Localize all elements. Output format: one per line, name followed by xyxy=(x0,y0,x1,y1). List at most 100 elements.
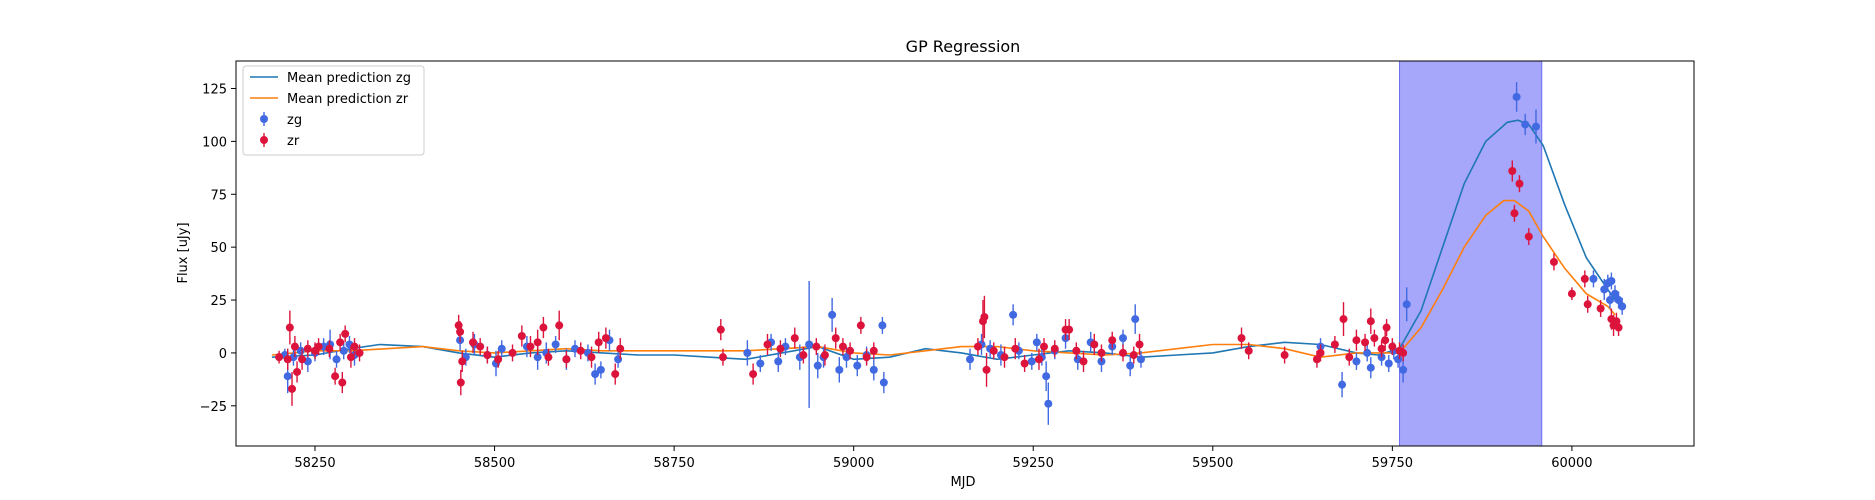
y-tick-label: 50 xyxy=(210,241,227,256)
data-point xyxy=(1605,296,1614,305)
data-point xyxy=(878,321,887,330)
data-point xyxy=(853,361,862,370)
data-point xyxy=(596,365,605,374)
data-point xyxy=(1515,179,1524,188)
x-tick-label: 58250 xyxy=(294,456,335,471)
data-point xyxy=(1330,340,1339,349)
data-point xyxy=(1097,348,1106,357)
data-point xyxy=(594,338,603,347)
data-point xyxy=(1042,372,1051,381)
plot-frame xyxy=(235,60,1695,447)
y-tick-label: 25 xyxy=(210,294,227,309)
y-tick-label: 75 xyxy=(210,188,227,203)
data-point xyxy=(533,353,542,362)
data-point xyxy=(812,342,821,351)
data-point xyxy=(1280,351,1289,360)
plot-content xyxy=(271,61,1627,446)
data-point xyxy=(1244,346,1253,355)
data-point xyxy=(1032,338,1041,347)
data-point xyxy=(341,329,350,338)
data-point xyxy=(494,355,503,364)
data-point xyxy=(1050,344,1059,353)
data-point xyxy=(1567,289,1576,298)
legend-label: zr xyxy=(287,134,300,149)
data-point xyxy=(576,346,585,355)
data-point xyxy=(611,370,620,379)
data-point xyxy=(831,334,840,343)
x-axis-label: MJD xyxy=(950,475,975,490)
data-point xyxy=(1388,342,1397,351)
data-point xyxy=(283,372,292,381)
data-point xyxy=(355,348,364,357)
data-point xyxy=(1090,340,1099,349)
x-tick-label: 59500 xyxy=(1192,456,1233,471)
data-point xyxy=(1521,120,1530,129)
data-point xyxy=(476,342,485,351)
data-point xyxy=(1377,344,1386,353)
series-zr xyxy=(275,160,1623,406)
data-point xyxy=(283,355,292,364)
data-point xyxy=(1510,209,1519,218)
data-point xyxy=(1610,289,1619,298)
data-point xyxy=(1352,357,1361,366)
data-point xyxy=(601,334,610,343)
legend: Mean prediction zg Mean prediction zr zg zr xyxy=(242,65,425,156)
data-point xyxy=(456,378,465,387)
x-axis: 58250 58500 58750 59000 59250 59500 59750 60000 xyxy=(294,446,1593,471)
data-point xyxy=(1381,336,1390,345)
legend-label: Mean prediction zr xyxy=(287,92,409,107)
data-point xyxy=(456,327,465,336)
data-point xyxy=(1000,353,1009,362)
data-point xyxy=(1614,296,1623,305)
data-point xyxy=(813,361,822,370)
data-point xyxy=(508,348,517,357)
data-point xyxy=(469,338,478,347)
data-point xyxy=(346,353,355,362)
data-point xyxy=(799,351,808,360)
x-tick-label: 58750 xyxy=(653,456,694,471)
y-axis-label: Flux [uJy] xyxy=(176,222,191,283)
data-point xyxy=(820,351,829,360)
data-point xyxy=(1366,317,1375,326)
data-point xyxy=(763,340,772,349)
data-point xyxy=(835,365,844,374)
data-point xyxy=(350,342,359,351)
data-point xyxy=(1126,361,1135,370)
data-point xyxy=(616,344,625,353)
data-point xyxy=(591,370,600,379)
x-tick-label: 59000 xyxy=(833,456,874,471)
data-point xyxy=(587,353,596,362)
data-point xyxy=(539,323,548,332)
data-point xyxy=(1524,232,1533,241)
data-point xyxy=(1607,277,1616,285)
data-point xyxy=(338,378,347,387)
data-point xyxy=(862,353,871,362)
data-point xyxy=(828,310,837,319)
data-point xyxy=(497,344,506,353)
data-point xyxy=(293,367,302,376)
highlight-span xyxy=(1399,61,1543,446)
y-tick-label: 0 xyxy=(219,347,227,362)
data-point xyxy=(1129,351,1138,360)
data-point xyxy=(1044,399,1053,408)
data-point xyxy=(285,323,294,332)
data-point xyxy=(275,353,284,362)
data-point xyxy=(879,378,888,387)
data-point xyxy=(846,346,855,355)
y-tick-label: 100 xyxy=(202,135,227,150)
data-point xyxy=(989,346,998,355)
data-point xyxy=(1119,348,1128,357)
data-point xyxy=(1312,355,1321,364)
x-tick-label: 59750 xyxy=(1372,456,1413,471)
data-point xyxy=(1531,122,1540,131)
data-point xyxy=(716,325,725,334)
data-point xyxy=(1366,363,1375,372)
data-point xyxy=(842,353,851,362)
data-point xyxy=(288,384,297,393)
data-point xyxy=(973,342,982,351)
data-point xyxy=(331,372,340,381)
y-axis: −25 0 25 50 75 100 125 xyxy=(200,83,236,415)
data-point xyxy=(966,355,975,364)
legend-box xyxy=(242,65,425,156)
